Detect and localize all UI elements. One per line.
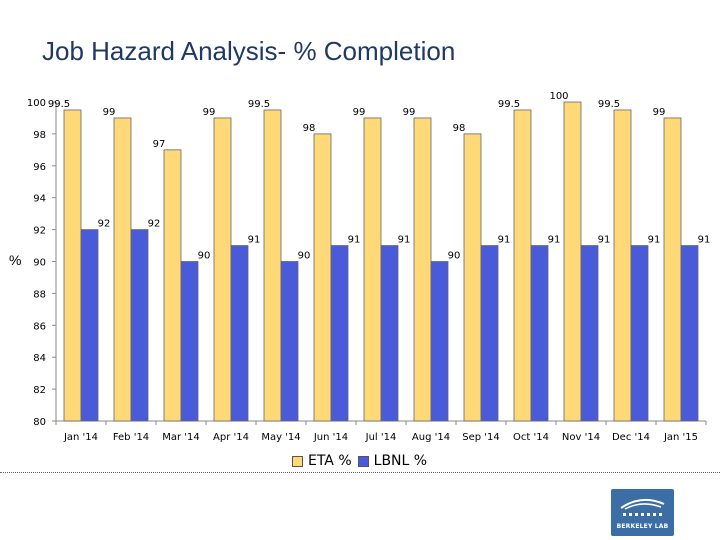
data-label-eta: 99 xyxy=(203,107,216,118)
bar-lbnl xyxy=(580,245,599,422)
data-label-lbnl: 92 xyxy=(148,219,161,230)
data-label-lbnl: 91 xyxy=(398,235,411,246)
bar-lbnl xyxy=(380,245,399,422)
data-label-eta: 98 xyxy=(303,123,316,134)
bar-eta xyxy=(563,101,582,422)
data-label-lbnl: 91 xyxy=(598,235,611,246)
legend-item-eta: ETA % xyxy=(292,453,352,469)
bar-eta xyxy=(613,109,632,422)
x-tick-label: Oct '14 xyxy=(513,432,549,443)
bar-lbnl xyxy=(530,245,549,422)
bar-eta xyxy=(363,117,382,422)
bar-lbnl xyxy=(280,261,299,422)
bar-eta xyxy=(663,117,682,422)
data-label-lbnl: 91 xyxy=(548,235,561,246)
x-tick-label: Mar '14 xyxy=(162,432,200,443)
bar-lbnl xyxy=(480,245,499,422)
bar-eta xyxy=(513,109,532,422)
bar-eta xyxy=(63,109,82,422)
bar-eta xyxy=(263,109,282,422)
x-tick-label: May '14 xyxy=(261,432,300,443)
y-tick-label: 80 xyxy=(33,417,46,428)
data-label-lbnl: 92 xyxy=(98,219,111,230)
bar-eta xyxy=(313,133,332,422)
y-tick-label: 82 xyxy=(33,385,46,396)
data-label-eta: 99 xyxy=(653,107,666,118)
x-tick-label: Nov '14 xyxy=(562,432,600,443)
y-tick-label: 98 xyxy=(33,130,46,141)
logo-text: BERKELEY LAB xyxy=(616,523,669,530)
data-label-eta: 100 xyxy=(549,91,568,102)
data-label-eta: 99 xyxy=(403,107,416,118)
data-label-lbnl: 90 xyxy=(198,251,211,262)
bar-lbnl xyxy=(680,245,699,422)
x-tick-label: Jul '14 xyxy=(365,432,397,443)
bar-lbnl xyxy=(430,261,449,422)
x-tick-label: Dec '14 xyxy=(612,432,650,443)
y-axis-label: % xyxy=(9,252,22,268)
bar-eta xyxy=(163,149,182,422)
x-tick-label: Feb '14 xyxy=(113,432,149,443)
bar-lbnl xyxy=(80,229,99,422)
data-label-lbnl: 91 xyxy=(348,235,361,246)
bar-lbnl xyxy=(180,261,199,422)
y-tick-label: 88 xyxy=(33,289,46,300)
legend-swatch-lbnl xyxy=(357,455,369,467)
x-tick-label: Apr '14 xyxy=(213,432,249,443)
data-label-lbnl: 90 xyxy=(298,251,311,262)
legend: ETA % LBNL % xyxy=(292,453,433,469)
y-tick-label: 96 xyxy=(33,162,46,173)
y-tick-label: 90 xyxy=(33,258,46,269)
bar-lbnl xyxy=(130,229,149,422)
y-tick-label: 86 xyxy=(33,321,46,332)
lab-building-icon xyxy=(620,498,665,516)
data-label-lbnl: 91 xyxy=(698,235,711,246)
chart-title: Job Hazard Analysis- % Completion xyxy=(42,36,456,66)
bar-eta xyxy=(213,117,232,422)
x-tick-label: Aug '14 xyxy=(412,432,450,443)
y-tick-label: 92 xyxy=(33,226,46,237)
legend-swatch-eta xyxy=(292,455,303,467)
data-label-lbnl: 91 xyxy=(248,235,261,246)
x-tick-label: Jan '15 xyxy=(663,432,698,443)
bar-lbnl xyxy=(230,245,249,422)
data-label-eta: 99 xyxy=(353,107,366,118)
data-label-eta: 99.5 xyxy=(48,99,70,110)
bar-lbnl xyxy=(630,245,649,422)
x-tick-label: Jan '14 xyxy=(63,432,98,443)
x-tick-label: Jun '14 xyxy=(313,432,348,443)
data-label-eta: 99.5 xyxy=(598,99,620,110)
footer-divider xyxy=(0,472,720,473)
bar-eta xyxy=(463,133,482,422)
bar-lbnl xyxy=(330,245,349,422)
y-tick-label: 94 xyxy=(33,194,46,205)
y-tick-label: 84 xyxy=(33,353,46,364)
data-label-eta: 99.5 xyxy=(498,99,520,110)
x-tick-label: Sep '14 xyxy=(462,432,500,443)
legend-label-lbnl: LBNL % xyxy=(373,453,428,469)
data-label-lbnl: 91 xyxy=(498,235,511,246)
data-label-lbnl: 91 xyxy=(648,235,661,246)
y-tick-label: 100 xyxy=(27,98,46,109)
legend-item-lbnl: LBNL % xyxy=(357,453,428,469)
data-label-lbnl: 90 xyxy=(448,251,461,262)
bar-eta xyxy=(113,117,132,422)
data-label-eta: 97 xyxy=(153,139,166,150)
data-label-eta: 98 xyxy=(453,123,466,134)
data-label-eta: 99.5 xyxy=(248,99,270,110)
data-label-eta: 99 xyxy=(103,107,116,118)
legend-label-eta: ETA % xyxy=(308,453,352,469)
bar-eta xyxy=(413,117,432,422)
berkeley-lab-logo: BERKELEY LAB xyxy=(611,489,674,536)
